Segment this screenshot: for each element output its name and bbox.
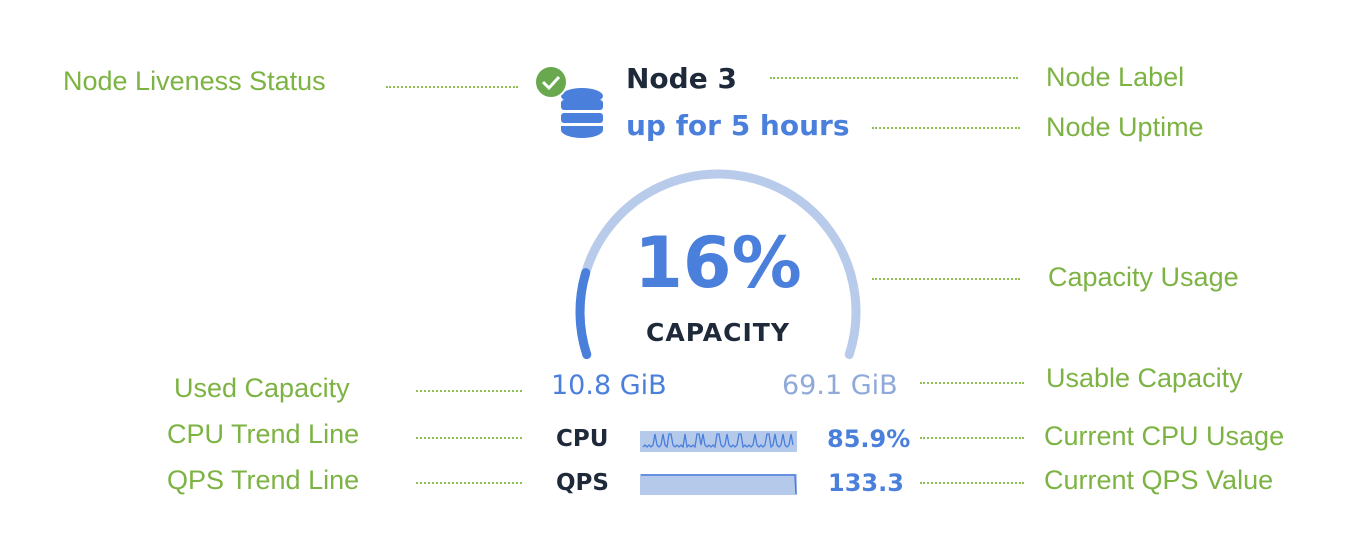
annotation-qps-trend: QPS Trend Line bbox=[167, 465, 360, 495]
leader-line bbox=[386, 86, 518, 88]
annotation-uptime: Node Uptime bbox=[1046, 112, 1204, 142]
leader-line bbox=[872, 127, 1020, 129]
annotation-qps-current: Current QPS Value bbox=[1044, 465, 1274, 495]
leader-line bbox=[920, 482, 1024, 484]
node-name: Node 3 bbox=[626, 62, 737, 95]
annotation-capacity-usage: Capacity Usage bbox=[1048, 262, 1239, 292]
qps-trend-line bbox=[641, 474, 797, 495]
leader-line bbox=[416, 390, 522, 392]
annotation-used-capacity: Used Capacity bbox=[174, 373, 350, 403]
leader-line bbox=[920, 437, 1024, 439]
qps-value: 133.3 bbox=[828, 469, 904, 497]
capacity-label: CAPACITY bbox=[646, 318, 790, 347]
leader-line bbox=[872, 278, 1020, 280]
check-circle-icon bbox=[534, 65, 568, 99]
cpu-value: 85.9% bbox=[827, 425, 911, 453]
database-icon bbox=[561, 88, 603, 138]
capacity-arc-used bbox=[575, 268, 592, 360]
annotation-liveness: Node Liveness Status bbox=[63, 66, 326, 96]
qps-label: QPS bbox=[556, 470, 609, 496]
used-capacity-value: 10.8 GiB bbox=[551, 370, 667, 401]
leader-line bbox=[770, 77, 1018, 79]
qps-sparkline-bg bbox=[640, 474, 797, 495]
capacity-percent: 16% bbox=[634, 222, 802, 304]
cpu-trend-line bbox=[642, 433, 794, 449]
leader-line bbox=[920, 382, 1024, 384]
leader-line bbox=[416, 482, 522, 484]
leader-line bbox=[416, 437, 522, 439]
usable-capacity-value: 69.1 GiB bbox=[782, 370, 898, 401]
annotation-cpu-trend: CPU Trend Line bbox=[167, 419, 360, 449]
cpu-label: CPU bbox=[556, 426, 609, 452]
annotation-cpu-current: Current CPU Usage bbox=[1044, 421, 1285, 451]
annotation-label: Node Label bbox=[1046, 62, 1185, 92]
node-uptime: up for 5 hours bbox=[626, 109, 850, 142]
annotation-usable-capacity: Usable Capacity bbox=[1046, 363, 1243, 393]
